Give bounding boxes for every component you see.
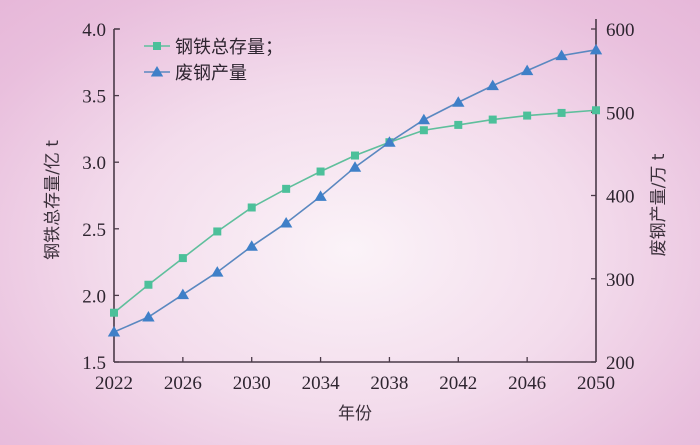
right-y-tick-label: 400 [606, 187, 635, 208]
legend-item: 废钢产量 [144, 63, 247, 84]
square-marker-icon [523, 111, 532, 120]
legend-label: 钢铁总存量； [175, 37, 283, 58]
right-y-tick-label: 600 [606, 20, 635, 41]
triangle-marker-icon [452, 96, 465, 107]
triangle-marker-icon [486, 79, 499, 91]
left-y-tick-label: 2.0 [82, 286, 106, 307]
square-marker-icon [557, 108, 566, 117]
square-marker-icon [178, 254, 187, 263]
x-axis-title: 年份 [338, 404, 372, 424]
x-tick-label: 2034 [302, 373, 341, 394]
square-marker-icon [247, 203, 256, 212]
square-marker-icon [282, 184, 291, 193]
square-marker-icon [144, 280, 153, 289]
legend-label: 废钢产量 [175, 63, 247, 84]
triangle-marker-icon [348, 161, 362, 172]
square-marker-icon [592, 106, 600, 115]
axes: 1.5 2.0 2.5 3.0 3.5 4.0 200 300 400 500 600 2022 202… [82, 19, 635, 394]
left-y-tick-label: 2.5 [82, 220, 106, 241]
right-y-tick-label: 200 [606, 353, 635, 374]
series-scrap-steel-output [107, 43, 603, 337]
left-y-tick-label: 1.5 [82, 353, 106, 374]
triangle-marker-icon [176, 288, 190, 300]
legend-item: 钢铁总存量； [144, 37, 283, 58]
left-y-axis-title: 钢铁总存量/亿 t [43, 140, 63, 260]
triangle-marker-icon [142, 311, 155, 322]
right-y-tick-label: 300 [606, 270, 635, 291]
x-tick-label: 2038 [370, 373, 408, 394]
triangle-marker-icon [589, 43, 603, 55]
square-marker-icon [488, 115, 497, 124]
square-marker-icon [213, 227, 222, 236]
triangle-marker-icon [417, 113, 431, 125]
square-marker-icon [351, 151, 359, 160]
triangle-marker-icon [520, 64, 534, 76]
series-line [113, 109, 597, 314]
left-y-tick-label: 4.0 [82, 20, 106, 41]
square-marker-icon [454, 120, 463, 129]
right-y-tick-label: 500 [606, 103, 635, 124]
left-y-tick-label: 3.5 [82, 87, 106, 108]
right-y-axis-title: 废钢产量/万 t [649, 153, 669, 256]
legend: 钢铁总存量； 废钢产量 [144, 37, 283, 84]
square-marker-icon [110, 308, 118, 317]
x-tick-label: 2022 [95, 373, 133, 394]
triangle-marker-icon [107, 326, 121, 337]
series-line [113, 49, 597, 333]
square-marker-icon [153, 42, 161, 50]
x-tick-label: 2050 [577, 373, 615, 394]
triangle-marker-icon [555, 49, 568, 61]
triangle-marker-icon [150, 66, 164, 77]
square-marker-icon [316, 167, 325, 176]
triangle-marker-icon [383, 136, 396, 147]
series-total-steel-stock [110, 106, 600, 317]
left-y-tick-label: 3.0 [82, 153, 106, 174]
square-marker-icon [419, 126, 428, 135]
series-layer [107, 43, 603, 337]
triangle-marker-icon [211, 266, 224, 277]
triangle-marker-icon [245, 240, 258, 251]
x-tick-label: 2026 [164, 373, 202, 394]
x-tick-label: 2042 [439, 373, 477, 394]
triangle-marker-icon [279, 216, 293, 228]
x-tick-label: 2030 [233, 373, 271, 394]
triangle-marker-icon [314, 190, 327, 201]
x-tick-label: 2046 [508, 373, 546, 394]
